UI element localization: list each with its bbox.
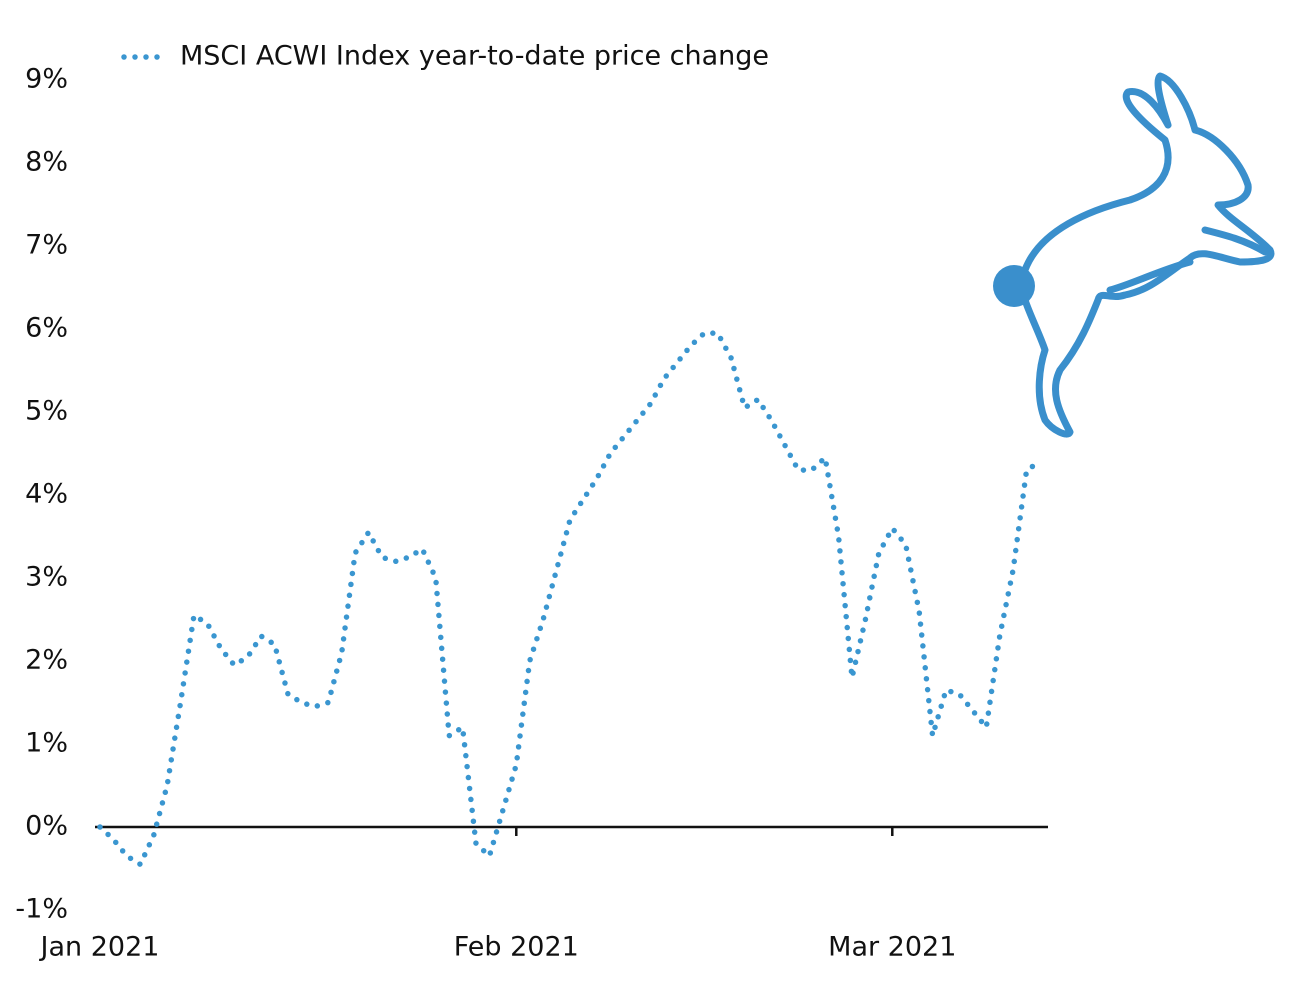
y-tick-label: 4% [25,479,68,510]
y-tick-label: 9% [25,64,68,95]
rabbit-illustration [1021,72,1275,438]
y-tick-label: 2% [25,645,68,676]
y-tick-label: 3% [25,562,68,593]
x-tick-label: Jan 2021 [39,932,160,963]
legend-label: MSCI ACWI Index year-to-date price chang… [180,41,769,72]
y-tick-label: 8% [25,147,68,178]
data-line [97,330,1043,869]
x-tick-label: Mar 2021 [828,932,956,963]
y-tick-label: 1% [25,728,68,759]
y-tick-label: 7% [25,230,68,261]
x-tick-label: Feb 2021 [454,932,579,963]
rabbit-tail [993,265,1035,307]
y-tick-label: 6% [25,313,68,344]
y-tick-label: 0% [25,811,68,842]
y-tick-label: 5% [25,396,68,427]
y-tick-label: -1% [15,894,68,925]
